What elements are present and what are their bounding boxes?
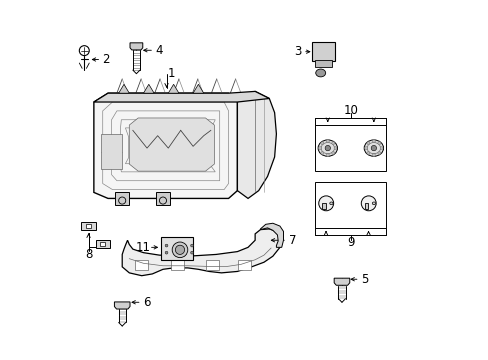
Text: 8: 8 (85, 248, 92, 261)
Polygon shape (122, 229, 281, 276)
Polygon shape (143, 84, 154, 93)
Circle shape (333, 147, 336, 150)
Circle shape (361, 196, 375, 211)
Circle shape (331, 142, 334, 145)
Polygon shape (237, 91, 276, 198)
Circle shape (377, 142, 380, 145)
Bar (315, 182, 386, 228)
Text: 6: 6 (142, 296, 150, 309)
Circle shape (372, 140, 375, 143)
Text: 11: 11 (136, 241, 151, 254)
Bar (364, 203, 367, 209)
Circle shape (175, 245, 184, 255)
Circle shape (318, 147, 321, 150)
Text: 1: 1 (168, 67, 175, 80)
Polygon shape (119, 84, 129, 93)
Text: 10: 10 (343, 104, 358, 117)
Polygon shape (193, 84, 203, 93)
Ellipse shape (318, 140, 337, 156)
Ellipse shape (364, 140, 383, 156)
Polygon shape (114, 302, 130, 309)
Circle shape (172, 242, 187, 258)
Bar (96, 239, 110, 248)
Circle shape (377, 152, 380, 154)
Bar (322, 203, 325, 209)
Polygon shape (168, 84, 179, 93)
Circle shape (379, 147, 382, 150)
Polygon shape (94, 91, 269, 102)
Polygon shape (333, 278, 349, 285)
Text: 7: 7 (288, 234, 296, 247)
Circle shape (165, 244, 167, 247)
Text: 3: 3 (293, 45, 301, 58)
Bar (170, 260, 183, 270)
Circle shape (320, 152, 323, 154)
Bar (238, 260, 250, 270)
Text: 4: 4 (155, 44, 162, 57)
Ellipse shape (329, 202, 332, 205)
Bar (135, 260, 148, 270)
Polygon shape (115, 192, 129, 205)
Text: 5: 5 (361, 273, 368, 286)
Polygon shape (260, 223, 283, 247)
Circle shape (366, 142, 369, 145)
Polygon shape (130, 43, 142, 50)
Ellipse shape (371, 202, 375, 205)
Bar (315, 125, 386, 171)
Polygon shape (94, 93, 237, 198)
Circle shape (366, 152, 369, 154)
Bar (101, 134, 122, 169)
Circle shape (372, 154, 375, 157)
Polygon shape (156, 192, 170, 205)
Bar (311, 42, 334, 61)
Circle shape (190, 244, 193, 247)
Text: 9: 9 (346, 235, 354, 248)
Bar (100, 242, 105, 246)
Bar (86, 224, 91, 228)
Bar (81, 222, 96, 230)
Text: 2: 2 (102, 53, 110, 66)
Bar (206, 260, 219, 270)
Circle shape (190, 251, 193, 254)
Bar (314, 60, 332, 67)
Circle shape (325, 140, 328, 143)
Ellipse shape (315, 69, 325, 77)
Circle shape (331, 152, 334, 154)
Circle shape (370, 145, 376, 151)
Circle shape (165, 251, 167, 254)
Circle shape (318, 196, 333, 211)
Circle shape (325, 154, 328, 157)
Bar (161, 237, 193, 260)
Polygon shape (129, 118, 214, 171)
Circle shape (325, 145, 330, 151)
Circle shape (364, 147, 367, 150)
Circle shape (320, 142, 323, 145)
